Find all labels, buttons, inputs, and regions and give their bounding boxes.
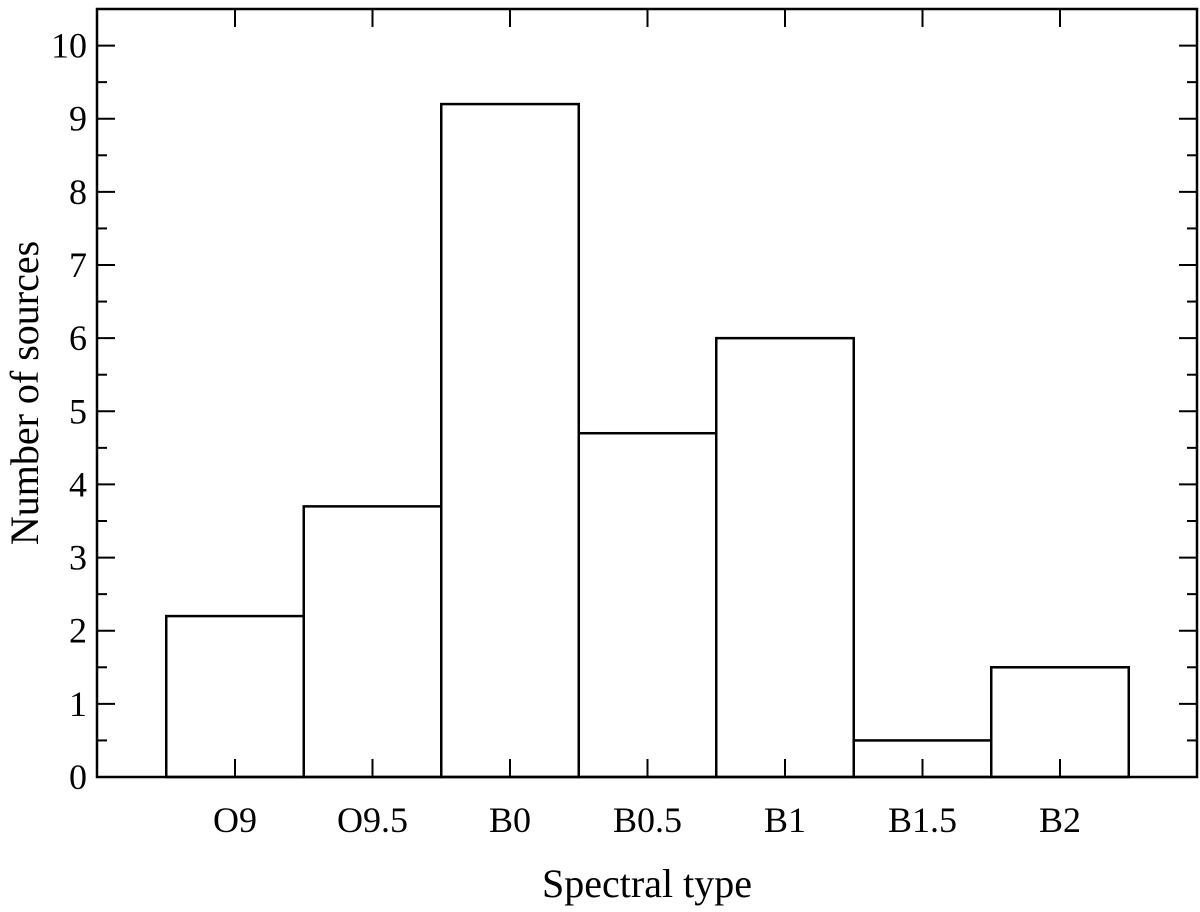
x-tick-label: B0.5 — [613, 800, 682, 840]
y-tick-label: 2 — [69, 611, 87, 651]
y-tick-label: 9 — [69, 99, 87, 139]
y-tick-label: 8 — [69, 172, 87, 212]
y-axis-title: Number of sources — [2, 241, 47, 545]
x-axis-title: Spectral type — [542, 861, 752, 906]
y-tick-label: 0 — [69, 757, 87, 797]
plot-frame — [95, 7, 1199, 779]
tick-labels-group: 0 1 2 3 4 5 6 7 8 9 10 O9 O9.5 B0 B0.5 B1 B1.5 B2 — [51, 26, 1081, 840]
y-tick-label: 6 — [69, 318, 87, 358]
x-tick-label: B2 — [1039, 800, 1081, 840]
y-tick-label: 7 — [69, 245, 87, 285]
x-tick-label: B0 — [489, 800, 531, 840]
bar-b0 — [440, 102, 580, 779]
y-tick-label: 1 — [69, 684, 87, 724]
x-tick-label: B1 — [764, 800, 806, 840]
x-tick-label: O9.5 — [337, 800, 408, 840]
y-tick-label: 4 — [69, 464, 87, 504]
y-tick-label: 10 — [51, 26, 87, 66]
ticks-group — [97, 9, 1197, 778]
x-tick-label: B1.5 — [888, 800, 957, 840]
y-tick-label: 5 — [69, 391, 87, 431]
x-tick-label: O9 — [213, 800, 257, 840]
bar-o9-5 — [302, 505, 443, 779]
bar-b0-5 — [577, 431, 718, 779]
bar-o9 — [165, 614, 305, 779]
bar-b1 — [715, 336, 855, 779]
y-tick-label: 3 — [69, 538, 87, 578]
bar-b2 — [990, 666, 1130, 779]
bars-group — [165, 102, 1130, 779]
